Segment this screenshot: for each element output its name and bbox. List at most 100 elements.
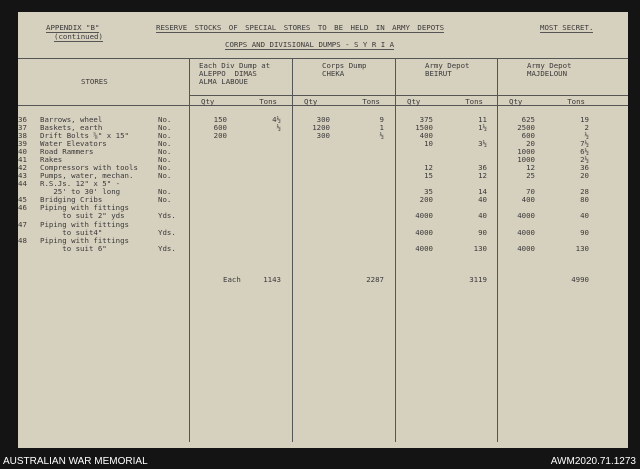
tons-value: 19 [580,115,589,124]
qty-value: 600 [213,123,227,132]
unit: Yds. [158,211,176,220]
tons-value: ½ [584,131,589,140]
table-top-rule [18,58,628,59]
total-tons: 1143 [263,275,281,284]
tons-value: 2½ [580,155,589,164]
column-group-header: ALMA LABOUE [199,77,248,86]
store-name: Water Elevators [40,139,107,148]
qty-value: 200 [213,131,227,140]
store-name: Road Rammers [40,147,94,156]
qty-value: 1200 [312,123,330,132]
footer-accession: AWM2020.71.1273 [550,456,636,467]
qty-value: 2500 [517,123,535,132]
qty-value: 4000 [415,228,433,237]
column-divider [497,58,498,442]
tons-value: 36 [580,163,589,172]
continued-label: (continued) [54,32,103,42]
column-group-header: Army Depot [527,61,572,70]
column-divider [189,58,190,442]
tons-value: 3½ [478,139,487,148]
row-number: 40 [18,147,27,156]
qty-value: 20 [526,139,535,148]
unit: No. [158,115,172,124]
subheader-rule [189,95,628,96]
qty-value: 1000 [517,155,535,164]
qty-header: Qty [509,97,523,106]
tons-value: 40 [478,211,487,220]
tons-value: 4½ [272,115,281,124]
tons-value: 1½ [478,123,487,132]
row-number: 47 [18,220,27,229]
classification: MOST SECRET. [540,23,594,33]
unit: No. [158,163,172,172]
tons-header: Tons [465,97,483,106]
store-name: Baskets, earth [40,123,103,132]
tons-value: 9 [379,115,384,124]
column-group-header: ALEPPO DIMAS [199,69,257,78]
row-number: 48 [18,236,27,245]
tons-value: 130 [473,244,487,253]
tons-header: Tons [362,97,380,106]
column-divider [292,58,293,442]
unit: Yds. [158,228,176,237]
store-name: Drift Bolts ⅝" x 15" [40,131,129,140]
row-number: 41 [18,155,27,164]
total-tons: 3119 [469,275,487,284]
column-group-header: CHEKA [322,69,345,78]
unit: No. [158,187,172,196]
qty-value: 4000 [517,211,535,220]
unit: No. [158,123,172,132]
unit: No. [158,171,172,180]
qty-value: 15 [424,171,433,180]
qty-value: 150 [213,115,227,124]
store-name: to suit 6" [40,244,107,253]
total-tons: 4990 [571,275,589,284]
tons-value: 90 [580,228,589,237]
tons-value: 130 [575,244,589,253]
tons-value: 28 [580,187,589,196]
qty-value: 25 [526,171,535,180]
unit: No. [158,139,172,148]
qty-header: Qty [407,97,421,106]
column-group-header: MAJDELOUN [527,69,568,78]
tons-value: 1 [379,123,384,132]
column-divider [395,58,396,442]
qty-value: 12 [526,163,535,172]
qty-value: 10 [424,139,433,148]
tons-value: ½ [276,123,281,132]
row-number: 46 [18,203,27,212]
footer-bar: AUSTRALIAN WAR MEMORIAL AWM2020.71.1273 [0,452,640,469]
header-bottom-rule [18,105,628,106]
store-name: Piping with fittings [40,220,129,229]
row-number: 36 [18,115,27,124]
row-number: 43 [18,171,27,180]
store-name: Piping with fittings [40,203,129,212]
row-number: 38 [18,131,27,140]
unit: No. [158,147,172,156]
tons-value: ½ [379,131,384,140]
tons-value: 14 [478,187,487,196]
document-page: APPENDIX "B" (continued) RESERVE STOCKS … [18,12,628,448]
qty-header: Qty [201,97,215,106]
unit: No. [158,131,172,140]
total-tons: 2287 [366,275,384,284]
qty-value: 600 [521,131,535,140]
row-number: 39 [18,139,27,148]
tons-value: 40 [478,195,487,204]
qty-value: 70 [526,187,535,196]
stores-header: STORES [81,77,108,86]
qty-value: 300 [316,131,330,140]
tons-value: 80 [580,195,589,204]
footer-institution: AUSTRALIAN WAR MEMORIAL [3,456,148,467]
unit: No. [158,155,172,164]
unit: No. [158,195,172,204]
row-number: 42 [18,163,27,172]
document-title: RESERVE STOCKS OF SPECIAL STORES TO BE H… [156,23,445,33]
tons-header: Tons [567,97,585,106]
tons-value: 12 [478,171,487,180]
store-name: Piping with fittings [40,236,129,245]
qty-value: 400 [419,131,433,140]
qty-value: 200 [419,195,433,204]
row-number: 45 [18,195,27,204]
store-name: to suit4" [40,228,103,237]
